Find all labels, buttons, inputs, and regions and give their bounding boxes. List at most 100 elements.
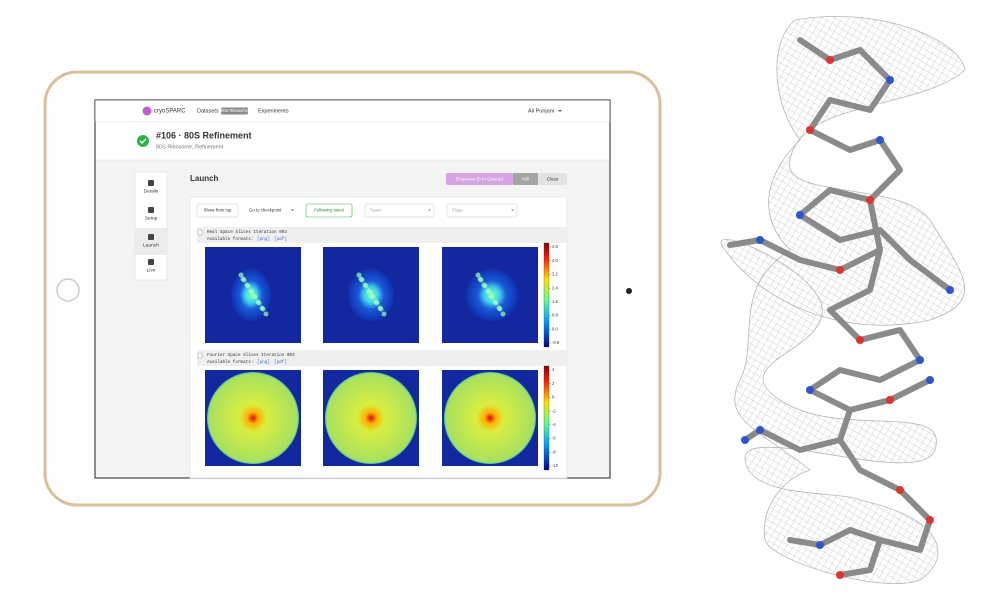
atom xyxy=(916,356,924,364)
home-button[interactable] xyxy=(56,278,80,302)
spectrum xyxy=(207,372,299,464)
speckle xyxy=(492,299,498,305)
nav-link[interactable]: Datasets xyxy=(197,108,219,114)
speckle xyxy=(255,299,261,305)
speckle xyxy=(481,282,487,288)
sidebar-active xyxy=(135,228,167,255)
speckle xyxy=(381,311,387,317)
caret xyxy=(428,209,431,211)
colorbar-label: -10 xyxy=(552,463,559,468)
colorbar-label: 4.0 xyxy=(552,258,558,263)
badge-text: 80S Ribosome xyxy=(221,108,249,113)
atom xyxy=(756,426,764,434)
flags-select[interactable] xyxy=(446,203,518,218)
format-link[interactable]: [png] xyxy=(257,237,270,242)
badge xyxy=(221,107,248,115)
colorbar-label: 2.4 xyxy=(552,285,558,290)
atom xyxy=(926,516,934,524)
colorbar xyxy=(543,242,550,348)
speckle xyxy=(485,288,491,294)
job-subtitle: 80S Ribosome, Refinement xyxy=(156,144,224,150)
sidebar-icon xyxy=(148,259,154,265)
sidebar-item[interactable]: Launch xyxy=(143,242,159,248)
nav-link[interactable]: Experiments xyxy=(258,108,289,114)
format-link[interactable]: [pdf] xyxy=(274,237,287,242)
button-text: Clear xyxy=(547,176,559,182)
check xyxy=(139,138,147,144)
output-icon xyxy=(197,352,203,359)
types-select[interactable] xyxy=(364,203,435,218)
button-text: Enqueue (0 in Queue) xyxy=(456,176,504,182)
speckle xyxy=(259,305,265,311)
atom xyxy=(741,436,749,444)
molecule xyxy=(720,16,966,584)
atom xyxy=(826,56,834,64)
sidebar-icon xyxy=(148,234,154,240)
colorbar-label: 0 xyxy=(552,395,555,400)
speckle xyxy=(373,299,379,305)
brand: cryoSPARC xyxy=(154,109,186,115)
sidebar-item[interactable]: Details xyxy=(144,188,159,194)
colorbar-label: -4 xyxy=(552,422,556,427)
format-link[interactable]: [pdf] xyxy=(274,360,287,365)
colorbar-label: -2 xyxy=(552,408,556,413)
formats-label: Available formats: xyxy=(207,360,253,365)
checkpoint-dropdown[interactable]: Go to checkpoint xyxy=(249,208,282,213)
atom xyxy=(836,266,844,274)
atom xyxy=(806,126,814,134)
colorbar-label: 3.2 xyxy=(552,272,558,277)
button-text: Kill xyxy=(522,176,528,182)
colorbar-label: 0.8 xyxy=(552,313,558,318)
button-text: Show from top xyxy=(204,208,232,213)
output-icon xyxy=(197,229,203,236)
format-link[interactable]: [png] xyxy=(257,360,270,365)
button-text: Following latest xyxy=(314,208,344,213)
select-placeholder: Flags xyxy=(452,208,463,213)
colorbar-label: 2 xyxy=(552,381,555,386)
speckle xyxy=(377,305,383,311)
output-header xyxy=(197,227,567,243)
speckle xyxy=(263,311,269,317)
atom xyxy=(946,286,954,294)
speckle xyxy=(362,282,368,288)
job-title: #106 · 80S Refinement xyxy=(156,130,252,140)
speckle xyxy=(500,311,506,317)
colorbar-label: 1.6 xyxy=(552,299,558,304)
atom xyxy=(886,396,894,404)
sidebar-item[interactable]: Setup xyxy=(145,215,158,221)
sidebar-item[interactable]: Live xyxy=(147,267,156,273)
speckle xyxy=(248,288,254,294)
logo xyxy=(142,106,152,116)
show-top-button[interactable] xyxy=(196,203,239,218)
speckle xyxy=(475,272,481,278)
header xyxy=(95,122,610,160)
atom xyxy=(816,541,824,549)
output-header xyxy=(197,350,567,366)
speckle xyxy=(356,272,362,278)
nav-bar xyxy=(95,100,610,122)
speckle xyxy=(240,276,246,282)
speckle xyxy=(366,288,372,294)
caret xyxy=(511,209,514,211)
kill-button[interactable] xyxy=(513,173,538,185)
speckle xyxy=(477,276,483,282)
select-placeholder: Types xyxy=(370,208,381,213)
colorbar-label: 0.0 xyxy=(552,326,558,331)
colorbar-label: -0.8 xyxy=(552,340,560,345)
clear-button[interactable] xyxy=(538,173,567,185)
user-menu[interactable]: Ali Punjani xyxy=(528,108,554,114)
enqueue-button[interactable] xyxy=(446,173,513,185)
spectrum xyxy=(444,372,536,464)
atom xyxy=(886,76,894,84)
follow-toggle[interactable] xyxy=(305,203,353,218)
speckle xyxy=(488,293,494,299)
atom xyxy=(866,196,874,204)
caret xyxy=(558,110,562,112)
atom xyxy=(876,136,884,144)
atom xyxy=(836,571,844,579)
status-icon xyxy=(137,135,149,147)
atom xyxy=(856,336,864,344)
speckle xyxy=(358,276,364,282)
